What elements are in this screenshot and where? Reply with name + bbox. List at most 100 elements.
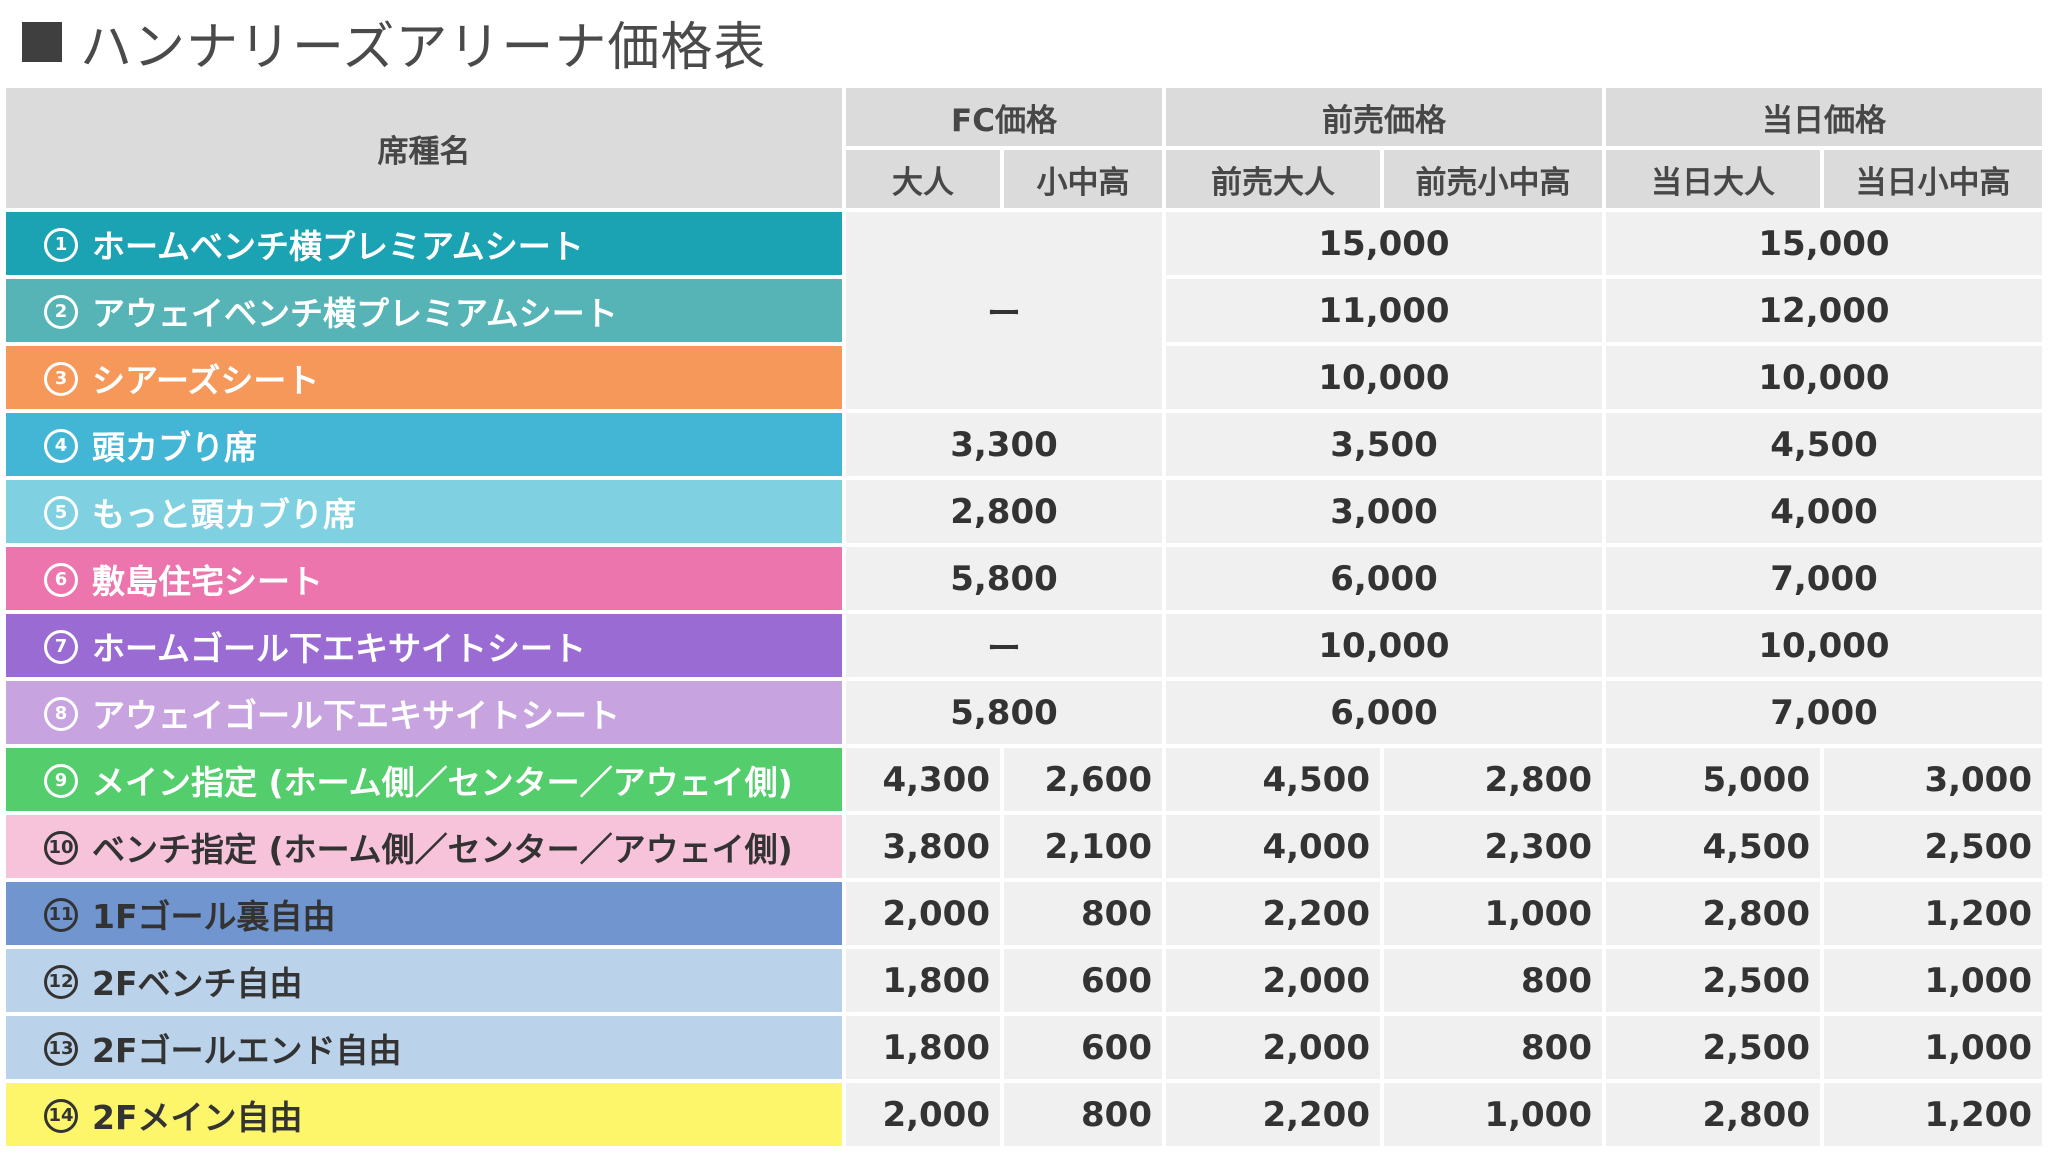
fc-adult-cell: 2,000 [846,1083,1000,1146]
page-title: ハンナリーズアリーナ価格表 [22,8,766,78]
presale-child-cell: 800 [1384,1016,1602,1079]
fc-price-cell: 2,800 [846,480,1162,543]
seat-name-label: もっと頭カブり席 [92,494,356,534]
circled-number-icon: 11 [44,898,78,932]
table-row: 13 2Fゴールエンド自由 1,800 600 2,000 800 2,500 1… [6,1016,2042,1079]
fc-child-cell: 800 [1004,882,1162,945]
header-row-2: 大人 小中高 前売大人 前売小中高 当日大人 当日小中高 [6,150,2042,208]
header-fc-price: FC価格 [846,88,1162,146]
dayof-price-cell: 7,000 [1606,547,2042,610]
dayof-child-cell: 3,000 [1824,748,2042,811]
seat-name-label: 2Fゴールエンド自由 [92,1030,402,1070]
presale-price-cell: 6,000 [1166,547,1602,610]
presale-price-cell: 15,000 [1166,212,1602,275]
seat-name-label: 2Fベンチ自由 [92,963,303,1003]
table-row: 3 シアーズシート 10,000 10,000 [6,346,2042,409]
fc-price-cell: ー [846,614,1162,677]
seat-name-cell: 9 メイン指定 (ホーム側／センター／アウェイ側) [6,748,842,811]
presale-child-cell: 800 [1384,949,1602,1012]
table-row: 7 ホームゴール下エキサイトシート ー 10,000 10,000 [6,614,2042,677]
table-row: 6 敷島住宅シート 5,800 6,000 7,000 [6,547,2042,610]
dayof-price-cell: 12,000 [1606,279,2042,342]
dayof-adult-cell: 5,000 [1606,748,1820,811]
price-table: 席種名 FC価格 前売価格 当日価格 大人 小中高 前売大人 前売小中高 当日大… [2,84,2046,1150]
dayof-price-cell: 10,000 [1606,346,2042,409]
fc-adult-cell: 4,300 [846,748,1000,811]
circled-number-icon: 9 [44,764,78,798]
fc-adult-cell: 3,800 [846,815,1000,878]
table-row: 5 もっと頭カブり席 2,800 3,000 4,000 [6,480,2042,543]
presale-child-cell: 1,000 [1384,1083,1602,1146]
fc-adult-cell: 2,000 [846,882,1000,945]
seat-name-cell: 8 アウェイゴール下エキサイトシート [6,681,842,744]
dayof-child-cell: 1,000 [1824,1016,2042,1079]
fc-adult-cell: 1,800 [846,1016,1000,1079]
presale-adult-cell: 4,000 [1166,815,1380,878]
table-row: 8 アウェイゴール下エキサイトシート 5,800 6,000 7,000 [6,681,2042,744]
dayof-price-cell: 10,000 [1606,614,2042,677]
dayof-child-cell: 2,500 [1824,815,2042,878]
seat-name-cell: 6 敷島住宅シート [6,547,842,610]
dayof-adult-cell: 4,500 [1606,815,1820,878]
circled-number-icon: 2 [44,295,78,329]
seat-name-cell: 12 2Fベンチ自由 [6,949,842,1012]
seat-name-cell: 7 ホームゴール下エキサイトシート [6,614,842,677]
title-square-icon [22,22,62,62]
header-presale-child: 前売小中高 [1384,150,1602,208]
seat-name-cell: 11 1Fゴール裏自由 [6,882,842,945]
circled-number-icon: 5 [44,496,78,530]
circled-number-icon: 1 [44,228,78,262]
fc-child-cell: 800 [1004,1083,1162,1146]
seat-name-label: 敷島住宅シート [92,561,323,601]
circled-number-icon: 7 [44,630,78,664]
table-row: 1 ホームベンチ横プレミアムシート ー 15,000 15,000 [6,212,2042,409]
table-row: 14 2Fメイン自由 2,000 800 2,200 1,000 2,800 1,… [6,1083,2042,1146]
page-title-text: ハンナリーズアリーナ価格表 [80,17,767,78]
table-row: 4 頭カブり席 3,300 3,500 4,500 [6,413,2042,476]
seat-name-cell: 5 もっと頭カブり席 [6,480,842,543]
dayof-adult-cell: 2,500 [1606,949,1820,1012]
presale-price-cell: 10,000 [1166,614,1602,677]
circled-number-icon: 3 [44,362,78,396]
presale-price-cell: 10,000 [1166,346,1602,409]
circled-number-icon: 4 [44,429,78,463]
fc-child-cell: 2,600 [1004,748,1162,811]
circled-number-icon: 6 [44,563,78,597]
fc-price-cell: 5,800 [846,681,1162,744]
dayof-child-cell: 1,000 [1824,949,2042,1012]
dayof-adult-cell: 2,800 [1606,882,1820,945]
presale-child-cell: 2,300 [1384,815,1602,878]
fc-adult-cell: 1,800 [846,949,1000,1012]
header-dayof-child: 当日小中高 [1824,150,2042,208]
fc-child-cell: 600 [1004,949,1162,1012]
dayof-price-cell: 7,000 [1606,681,2042,744]
presale-child-cell: 2,800 [1384,748,1602,811]
seat-name-label: アウェイゴール下エキサイトシート [92,695,620,735]
circled-number-icon: 8 [44,697,78,731]
presale-adult-cell: 4,500 [1166,748,1380,811]
circled-number-icon: 12 [44,965,78,999]
dayof-child-cell: 1,200 [1824,1083,2042,1146]
seat-name-cell: 14 2Fメイン自由 [6,1083,842,1146]
dayof-adult-cell: 2,800 [1606,1083,1820,1146]
fc-price-dash: ー [987,294,1021,334]
presale-child-cell: 1,000 [1384,882,1602,945]
seat-name-cell: 10 ベンチ指定 (ホーム側／センター／アウェイ側) [6,815,842,878]
header-dayof-adult: 当日大人 [1606,150,1820,208]
table-row: 9 メイン指定 (ホーム側／センター／アウェイ側) 4,300 2,600 4,5… [6,748,2042,811]
table-row: 12 2Fベンチ自由 1,800 600 2,000 800 2,500 1,00… [6,949,2042,1012]
circled-number-icon: 13 [44,1032,78,1066]
seat-name-label: 頭カブり席 [92,427,257,467]
presale-adult-cell: 2,000 [1166,1016,1380,1079]
fc-child-cell: 600 [1004,1016,1162,1079]
header-fc-child: 小中高 [1004,150,1162,208]
seat-name-cell: 2 アウェイベンチ横プレミアムシート [6,279,842,342]
seat-name-cell: 1 ホームベンチ横プレミアムシート [6,212,842,275]
seat-name-label: 1Fゴール裏自由 [92,896,336,936]
seat-name-label: ホームゴール下エキサイトシート [92,628,587,668]
header-dayof-price: 当日価格 [1606,88,2042,146]
circled-number-icon: 14 [44,1099,78,1133]
header-presale-price: 前売価格 [1166,88,1602,146]
header-fc-adult: 大人 [846,150,1000,208]
dayof-price-cell: 15,000 [1606,212,2042,275]
